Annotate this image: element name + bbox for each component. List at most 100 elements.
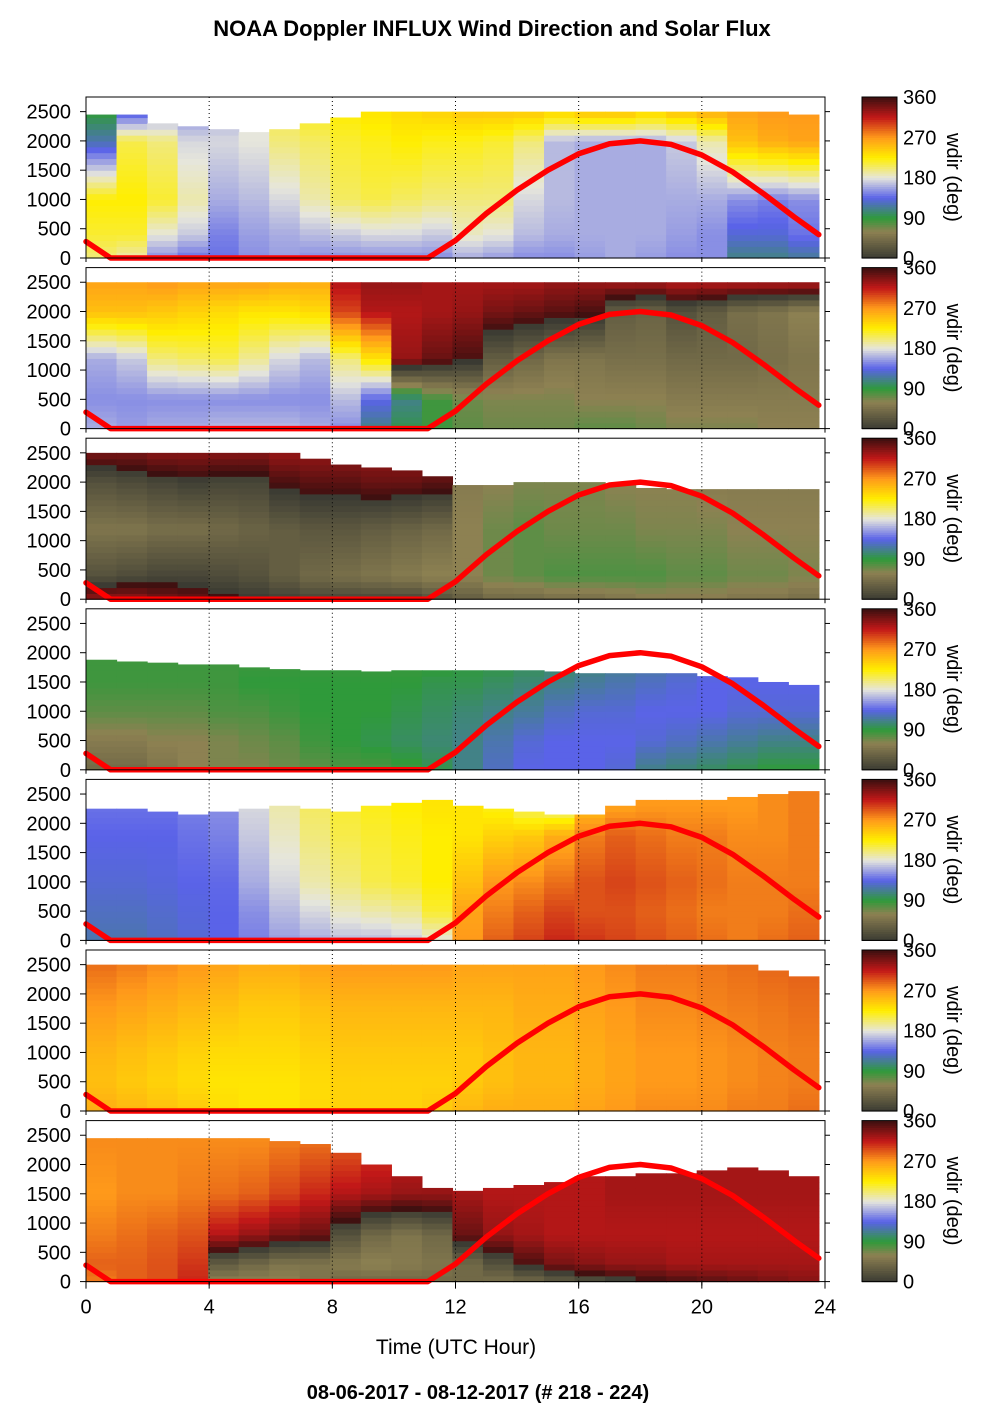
heatmap-cell (208, 228, 240, 236)
heatmap-cell (330, 234, 362, 242)
heatmap-cell (482, 1205, 515, 1212)
colorbar-segment (862, 817, 897, 821)
colorbar-segment (862, 350, 897, 354)
heatmap-cell (605, 988, 637, 995)
colorbar-frame (861, 437, 898, 600)
heatmap-cell (666, 734, 698, 742)
heatmap-cell (574, 1205, 606, 1212)
heatmap-cell (605, 1234, 637, 1242)
heatmap-cell (360, 1228, 392, 1236)
heatmap-cell (696, 564, 728, 571)
heatmap-cell (421, 476, 454, 483)
heatmap-cell (147, 405, 179, 412)
heatmap-cell (177, 870, 209, 877)
heatmap-cell (666, 311, 698, 318)
heatmap-cell (727, 117, 759, 124)
heatmap-cell (421, 846, 454, 854)
heatmap-cell (757, 181, 789, 189)
heatmap-cell (544, 111, 576, 119)
heatmap-cell (299, 823, 331, 830)
heatmap-cell (513, 158, 545, 165)
heatmap-cell (605, 899, 637, 906)
colorbar-segment (862, 1156, 897, 1160)
heatmap-cell (116, 823, 148, 830)
heatmap-cell (269, 158, 301, 165)
heatmap-cell (299, 416, 331, 424)
heatmap-cell (666, 887, 698, 895)
heatmap-cell (116, 1093, 148, 1100)
heatmap-cell (788, 911, 820, 918)
heatmap-cell (696, 293, 728, 301)
heatmap-cell (391, 329, 423, 336)
heatmap-cell (574, 1029, 606, 1036)
heatmap-cell (635, 170, 667, 177)
heatmap-cell (544, 523, 576, 530)
heatmap-cell (757, 794, 789, 801)
heatmap-cell (421, 352, 454, 359)
heatmap-cell (238, 1252, 270, 1259)
heatmap-cell (727, 717, 759, 724)
colorbar-segment (862, 1043, 897, 1047)
heatmap-cell (269, 581, 301, 589)
heatmap-cell (269, 817, 301, 824)
heatmap-cell (635, 569, 667, 577)
heatmap-cell (727, 1070, 759, 1077)
heatmap-cell (605, 1023, 637, 1030)
heatmap-cell (269, 282, 301, 289)
heatmap-cell (482, 176, 515, 183)
heatmap-cell (147, 1170, 179, 1177)
heatmap-cell (269, 399, 301, 406)
colorbar-tick-label: 360 (903, 1111, 936, 1133)
heatmap-cell (238, 135, 270, 142)
heatmap-cell (757, 1087, 789, 1095)
heatmap-cell (391, 817, 423, 824)
heatmap-cell (391, 181, 423, 189)
heatmap-cell (574, 293, 606, 301)
heatmap-cell (116, 129, 148, 136)
colorbar-segment (862, 1052, 897, 1056)
colorbar-segment (862, 374, 897, 378)
heatmap-cell (574, 881, 606, 889)
colorbar-segment (862, 933, 897, 937)
heatmap-cell (208, 569, 240, 577)
heatmap-cell (116, 569, 148, 577)
heatmap-cell (757, 823, 789, 830)
heatmap-cell (452, 199, 484, 206)
heatmap-cell (147, 899, 179, 906)
heatmap-cell (757, 982, 789, 989)
heatmap-cell (605, 240, 637, 247)
heatmap-cell (482, 722, 515, 730)
heatmap-cell (544, 1269, 576, 1277)
heatmap-cell (635, 176, 667, 183)
heatmap-cell (299, 970, 331, 977)
heatmap-cell (330, 1164, 362, 1171)
heatmap-cell (177, 126, 209, 130)
heatmap-cell (544, 982, 576, 989)
heatmap-cell (86, 405, 118, 412)
heatmap-cell (421, 840, 454, 848)
heatmap-cell (605, 346, 637, 354)
heatmap-cell (299, 458, 331, 466)
heatmap-cell (116, 114, 148, 119)
heatmap-cell (86, 1176, 118, 1183)
heatmap-cell (757, 246, 789, 253)
heatmap-cell (574, 982, 606, 989)
colorbar-tick-label: 180 (903, 850, 936, 872)
heatmap-cell (421, 505, 454, 512)
heatmap-cell (269, 470, 301, 477)
colorbar-label: wdir (deg) (942, 473, 964, 563)
heatmap-cell (177, 846, 209, 854)
heatmap-cell (482, 1017, 515, 1024)
heatmap-cell (391, 205, 423, 212)
heatmap-cell (116, 493, 148, 501)
heatmap-cell (574, 1017, 606, 1024)
colorbar-tick-label: 360 (903, 428, 936, 450)
heatmap-cell (757, 799, 789, 807)
heatmap-cell (727, 317, 759, 324)
heatmap-cell (208, 887, 240, 895)
heatmap-cell (788, 835, 820, 842)
heatmap-cell (269, 129, 301, 136)
heatmap-cell (147, 1017, 179, 1024)
heatmap-cell (86, 534, 118, 542)
heatmap-cell (696, 358, 728, 365)
